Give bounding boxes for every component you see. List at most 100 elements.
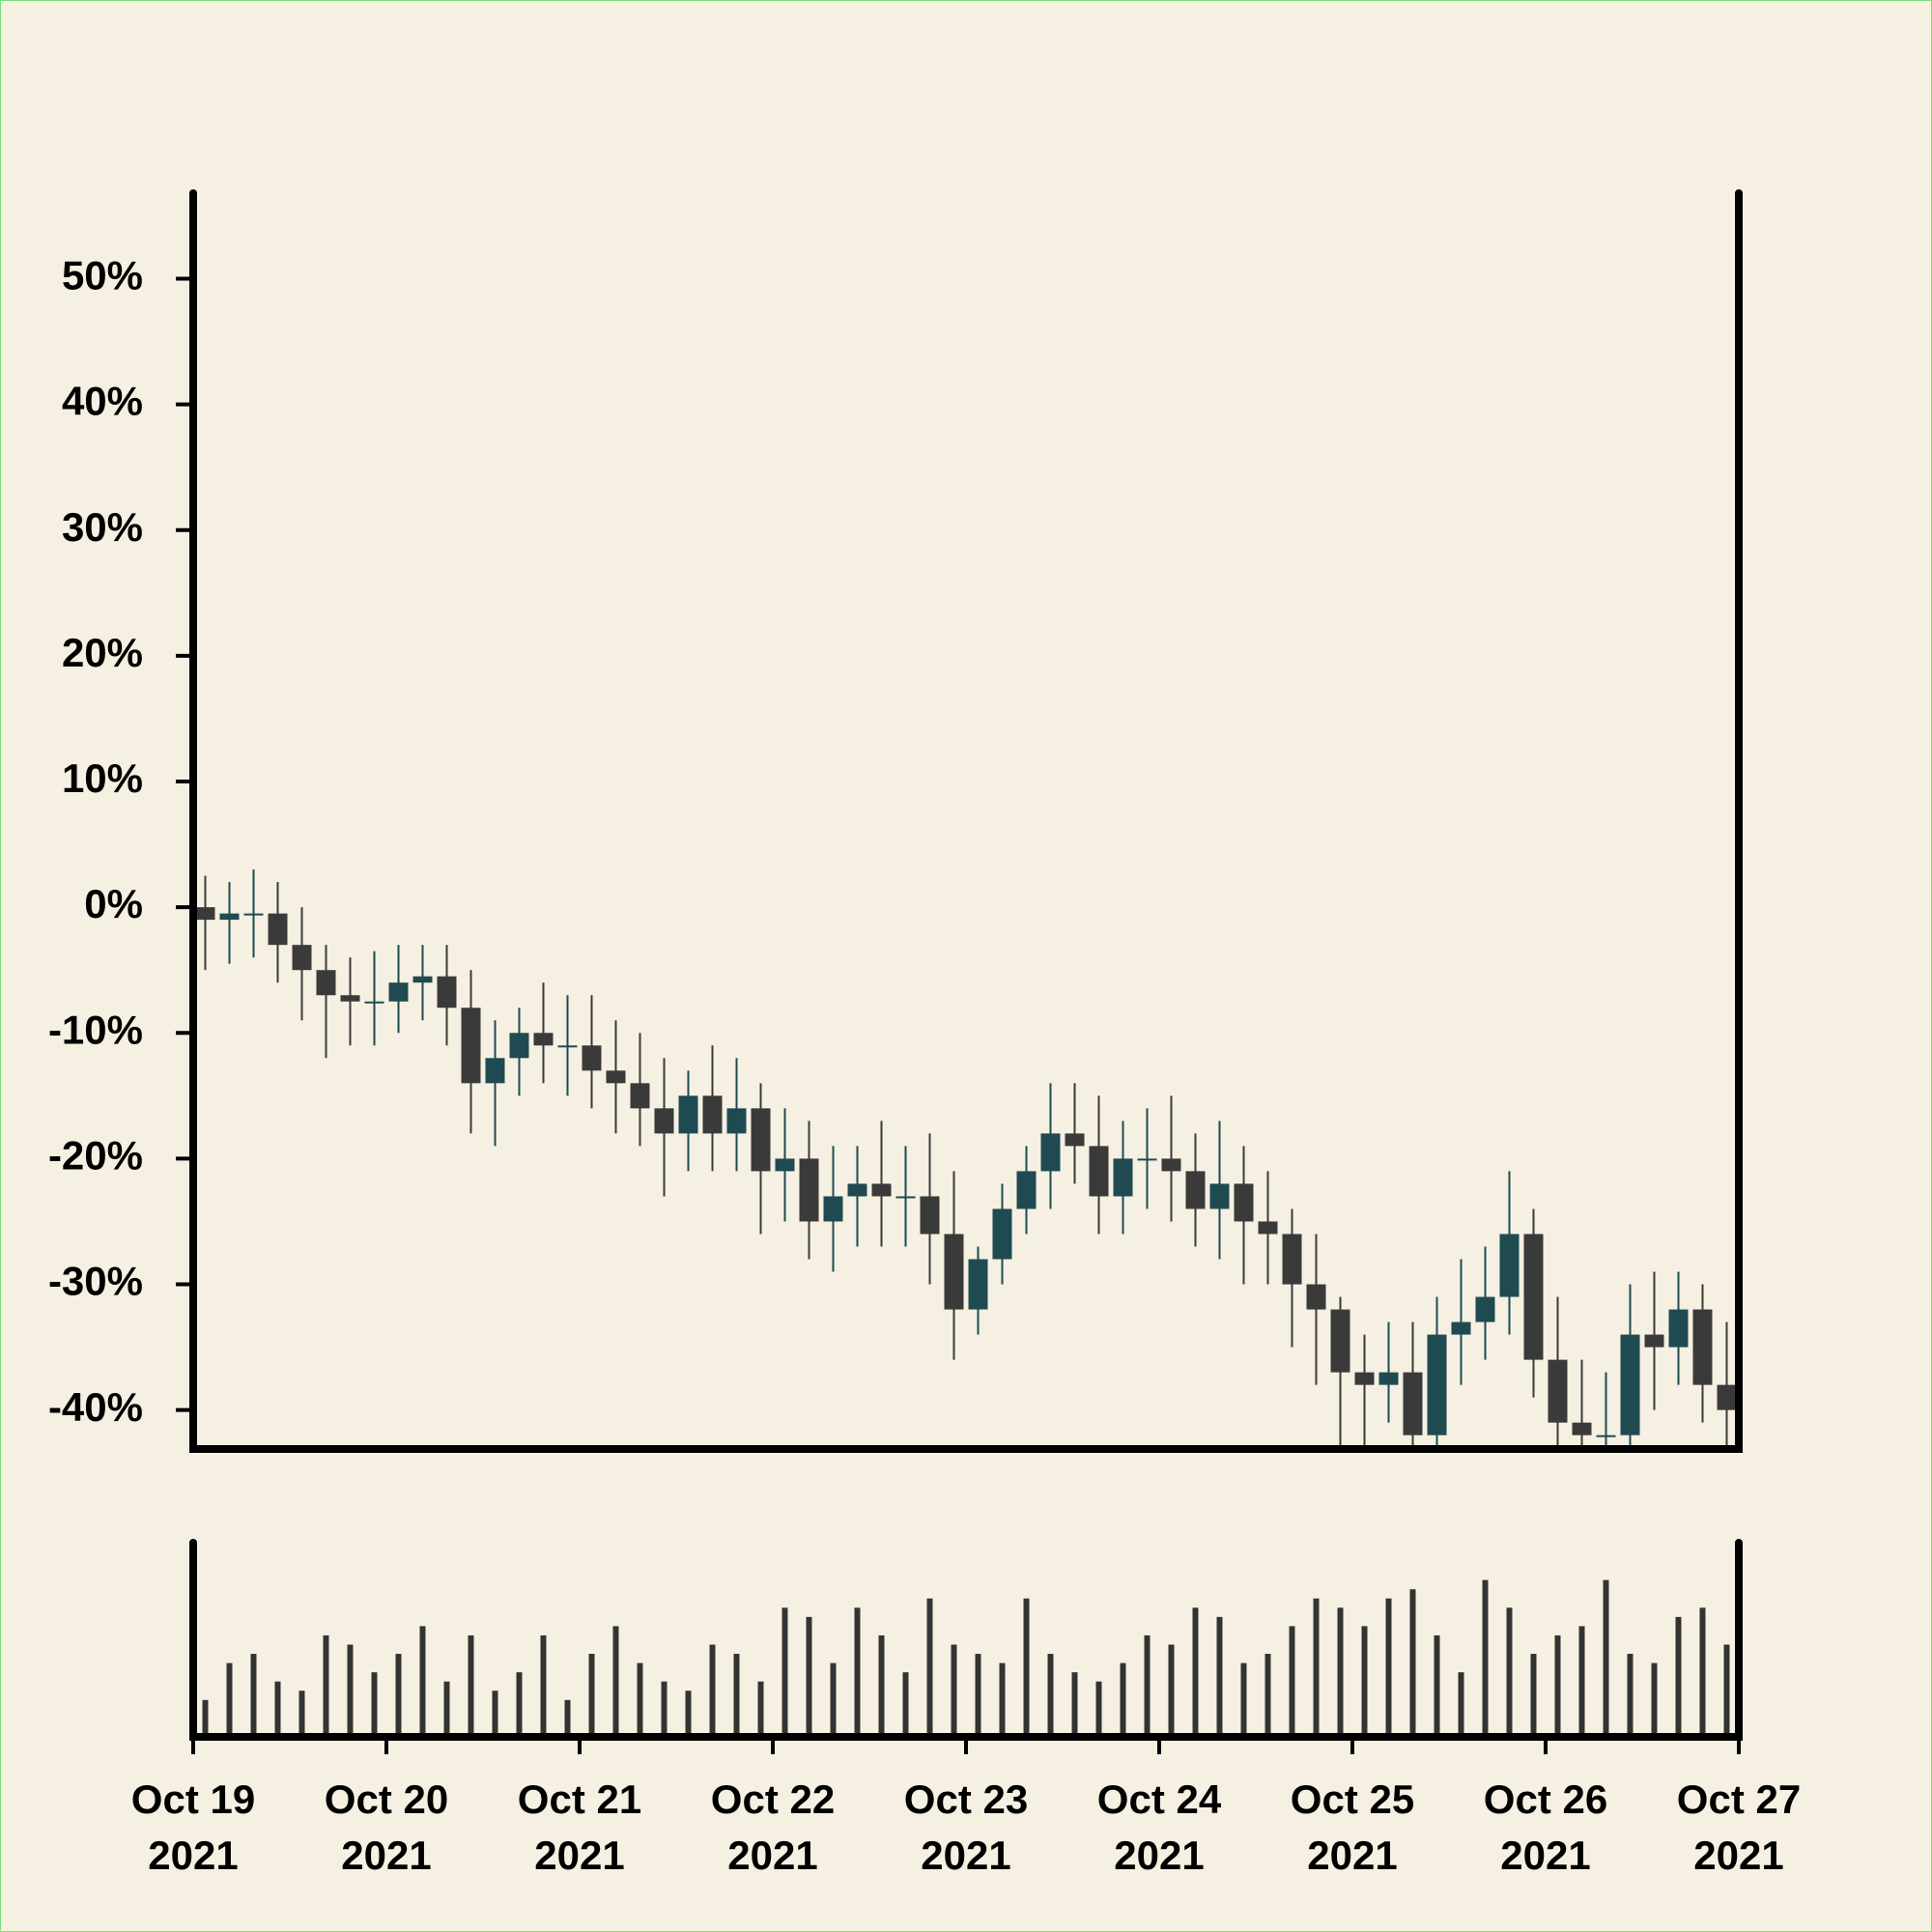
candle-body (292, 945, 312, 971)
volume-bar (1434, 1634, 1440, 1737)
volume-bar (1651, 1662, 1658, 1737)
volume-bar (1409, 1589, 1416, 1737)
y-tick-label: 40% (62, 379, 143, 424)
volume-bar (347, 1644, 354, 1737)
x-tick-label: Oct 19 (131, 1776, 255, 1822)
volume-panel (202, 1579, 1730, 1737)
volume-bar (733, 1654, 740, 1737)
volume-bar (1337, 1607, 1344, 1737)
candle-body (606, 1070, 626, 1084)
candle-body (726, 1108, 747, 1134)
x-tick-label: Oct 22 (711, 1776, 835, 1822)
volume-bar (806, 1616, 812, 1737)
candle-body (461, 1008, 481, 1084)
y-tick-label: -40% (48, 1384, 143, 1430)
candle-body (1065, 1133, 1085, 1147)
x-tick-label: 2021 (534, 1833, 624, 1878)
candle-body (702, 1095, 723, 1134)
candle-body (678, 1095, 698, 1134)
candle-body (1089, 1146, 1109, 1197)
candle-body (1378, 1372, 1399, 1385)
volume-bar (492, 1690, 498, 1737)
candle-body (1596, 1435, 1616, 1437)
y-tick-label: 20% (62, 630, 143, 675)
x-tick-label: 2021 (921, 1833, 1010, 1878)
y-tick-label: 0% (84, 881, 143, 926)
candle-body (944, 1234, 964, 1310)
x-tick-label: 2021 (727, 1833, 817, 1878)
volume-bar (1216, 1616, 1223, 1737)
candle-body (775, 1158, 795, 1172)
candle-body (582, 1045, 602, 1071)
candle-body (1523, 1234, 1544, 1360)
volume-bar (1095, 1681, 1102, 1737)
candle-body (1548, 1359, 1568, 1423)
volume-bar (1458, 1672, 1464, 1737)
volume-bar (1554, 1634, 1561, 1737)
volume-bar (685, 1690, 692, 1737)
volume-bar (830, 1662, 837, 1737)
candle-body (243, 913, 264, 916)
volume-bar (1627, 1654, 1634, 1737)
candle-body (895, 1196, 916, 1199)
volume-bar (395, 1654, 402, 1737)
x-tick-label: 2021 (1114, 1833, 1204, 1878)
candle-body (751, 1108, 771, 1172)
x-tick-label: 2021 (1307, 1833, 1397, 1878)
volume-bar (1313, 1598, 1320, 1737)
x-tick-label: 2021 (341, 1833, 431, 1878)
candle-body (364, 1001, 384, 1004)
volume-bar (1240, 1662, 1247, 1737)
price-frame (189, 189, 1743, 1453)
x-tick-label: 2021 (1500, 1833, 1590, 1878)
candle-body (1258, 1221, 1278, 1235)
price-panel (195, 869, 1737, 1449)
volume-bar (202, 1699, 209, 1737)
candle-body (437, 976, 457, 1009)
volume-bar (975, 1654, 981, 1737)
volume-bar (226, 1662, 233, 1737)
candle-body (992, 1208, 1012, 1260)
candle-body (799, 1158, 819, 1222)
y-tick-label: 10% (62, 755, 143, 801)
candle-body (1692, 1309, 1713, 1385)
volume-bar (1168, 1644, 1175, 1737)
volume-bar (781, 1607, 788, 1737)
candle-body (1475, 1296, 1495, 1322)
candle-body (1209, 1183, 1230, 1209)
candle-body (485, 1058, 505, 1084)
volume-bar (661, 1681, 668, 1737)
volume-bar (999, 1662, 1006, 1737)
y-tick-label: -30% (48, 1259, 143, 1304)
candle-body (268, 913, 288, 946)
candle-body (1016, 1171, 1037, 1209)
volume-bar (1144, 1634, 1151, 1737)
candle-body (1161, 1158, 1181, 1172)
volume-bar (612, 1626, 619, 1737)
x-tick-label: 2021 (148, 1833, 238, 1878)
volume-bar (250, 1654, 257, 1737)
volume-bar (371, 1672, 378, 1737)
candle-body (1403, 1372, 1423, 1435)
candle-body (1185, 1171, 1206, 1209)
volume-bar (1603, 1579, 1609, 1737)
volume-bar (1675, 1616, 1682, 1737)
candle-body (1668, 1309, 1689, 1348)
volume-bar (588, 1654, 595, 1737)
candle-body (823, 1196, 843, 1222)
candle-body (1572, 1422, 1592, 1435)
volume-bar (443, 1681, 450, 1737)
x-tick-label: Oct 20 (325, 1776, 448, 1822)
candle-body (920, 1196, 940, 1235)
volume-bar (1530, 1654, 1537, 1737)
candle-body (1499, 1234, 1520, 1297)
volume-bar (1289, 1626, 1295, 1737)
y-tick-label: -10% (48, 1007, 143, 1052)
volume-bar (1578, 1626, 1585, 1737)
volume-bar (1071, 1672, 1078, 1737)
volume-bar (854, 1607, 861, 1737)
volume-bar (709, 1644, 716, 1737)
candle-body (1330, 1309, 1350, 1373)
